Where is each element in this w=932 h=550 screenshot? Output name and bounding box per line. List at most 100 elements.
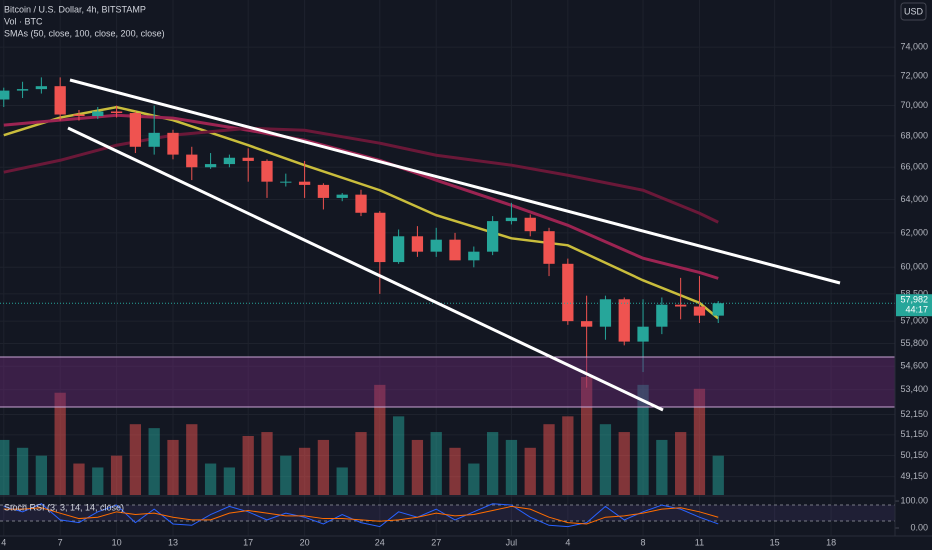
- zone: [0, 357, 895, 407]
- x-tick-label: 18: [826, 537, 836, 547]
- candle-body: [562, 263, 574, 322]
- y-tick-label: 68,000: [900, 130, 928, 140]
- candle-body: [280, 181, 292, 183]
- candle-body: [129, 113, 142, 147]
- volume-bar: [129, 424, 142, 495]
- volume-bar: [355, 432, 367, 495]
- y-tick-label: 51,150: [900, 429, 928, 439]
- y-tick-label: 55,800: [900, 338, 928, 348]
- volume-bar: [298, 447, 311, 495]
- volume-label: Vol · BTC: [4, 16, 43, 26]
- candle-body: [656, 304, 668, 327]
- volume-bar: [543, 424, 555, 495]
- candle-body: [599, 299, 612, 327]
- stoch-line: [3, 503, 719, 528]
- candle-body: [223, 157, 236, 165]
- y-tick-label: 100.00: [900, 495, 928, 505]
- volume-bar: [693, 388, 706, 495]
- candle-body: [242, 157, 254, 161]
- candle-body: [16, 89, 29, 91]
- y-tick-label: 60,000: [900, 262, 928, 272]
- stoch-pane: [3, 500, 899, 529]
- volume-bar: [637, 384, 649, 495]
- candle-body: [468, 251, 480, 261]
- volume-bar: [524, 447, 536, 495]
- candle-body: [317, 184, 330, 198]
- currency[interactable]: USD: [904, 6, 924, 16]
- candle-body: [336, 194, 348, 198]
- x-tick-label: 7: [58, 537, 63, 547]
- volume-bar: [110, 455, 123, 495]
- indicator-label: SMAs (50, close, 100, close, 200, close): [4, 28, 165, 38]
- candle-body: [54, 86, 66, 115]
- moving-average: [3, 126, 719, 224]
- volume-bar: [317, 439, 330, 495]
- volume-bar: [675, 432, 687, 495]
- candle-body: [712, 303, 724, 316]
- countdown: 44:17: [905, 305, 928, 315]
- volume-bar: [449, 447, 461, 495]
- candle-body: [186, 154, 198, 168]
- x-tick-label: 17: [243, 537, 253, 547]
- y-tick-label: 52,150: [900, 409, 928, 419]
- volume-bar: [54, 392, 66, 495]
- axes: 74,000 72,000 70,000 68,000 66,000 64,000 62,0…: [1, 42, 932, 547]
- y-tick-label: 64,000: [900, 194, 928, 204]
- candle-body: [637, 326, 649, 342]
- volume-bar: [656, 439, 668, 495]
- price-pane: [0, 0, 895, 536]
- x-tick-label: 27: [431, 537, 441, 547]
- x-tick-label: Jul: [506, 537, 518, 547]
- y-tick-label: 62,000: [900, 227, 928, 237]
- candle-body: [693, 306, 706, 316]
- y-tick-label: 0.00: [910, 522, 928, 532]
- volume-bar: [712, 455, 724, 495]
- y-tick-label: 57,000: [900, 316, 928, 326]
- x-tick-label: 20: [300, 537, 310, 547]
- candle-body: [261, 160, 273, 182]
- volume-bar: [486, 432, 499, 495]
- volume-bar: [392, 416, 405, 495]
- candle-body: [167, 132, 179, 155]
- candle-body: [675, 304, 687, 307]
- y-tick-label: 50,150: [900, 450, 928, 460]
- x-tick-label: 24: [375, 537, 385, 547]
- x-tick-label: 4: [565, 537, 570, 547]
- volume-bar: [411, 439, 424, 495]
- volume-bar: [73, 463, 85, 495]
- volume-bar: [562, 416, 574, 495]
- candle-body: [204, 164, 217, 168]
- trend-line: [67, 126, 664, 412]
- volume-bar: [186, 424, 198, 495]
- candle-body: [374, 212, 386, 263]
- currency-button[interactable]: [900, 2, 927, 21]
- candle-body: [486, 221, 499, 252]
- y-tick-label: 66,000: [900, 162, 928, 172]
- volume-bar: [35, 455, 48, 495]
- stoch-band: [0, 505, 895, 521]
- candle-body: [298, 181, 311, 185]
- candle-body: [392, 236, 405, 263]
- volume-bar: [580, 377, 593, 495]
- volume-bar: [505, 439, 518, 495]
- candle-body: [449, 239, 461, 261]
- y-tick-label: 58,500: [900, 288, 928, 298]
- volume-bar: [204, 463, 217, 495]
- volume-bar: [468, 463, 480, 495]
- x-tick-label: 11: [695, 537, 704, 547]
- volume-bar: [336, 467, 348, 495]
- candle-body: [580, 321, 593, 327]
- volume-bar: [280, 455, 292, 495]
- y-tick-label: 74,000: [900, 42, 928, 52]
- volume-bar: [148, 428, 160, 495]
- candle-body: [543, 231, 555, 264]
- candle-body: [430, 239, 442, 252]
- candle-body: [411, 236, 424, 252]
- candle-body: [35, 86, 48, 90]
- last-price-box: [896, 294, 932, 317]
- volume-bar: [599, 424, 612, 495]
- candle-body: [73, 114, 85, 117]
- x-tick-label: 13: [168, 537, 178, 547]
- candle-body: [524, 217, 536, 232]
